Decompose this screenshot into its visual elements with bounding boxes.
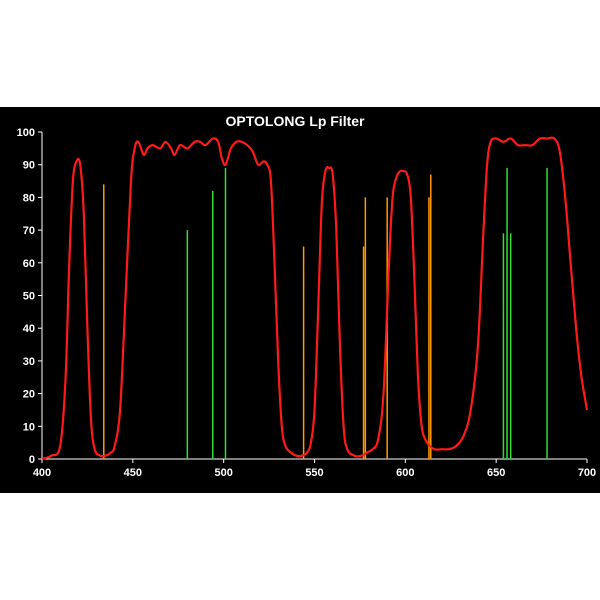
y-tick-label: 20 bbox=[23, 389, 35, 401]
y-tick-label: 80 bbox=[23, 192, 35, 204]
transmission-curve bbox=[41, 136, 589, 461]
x-tick-label: 600 bbox=[396, 467, 414, 479]
y-tick-label: 0 bbox=[29, 454, 35, 466]
x-axis-ticks: 400 450 500 550 600 650 700 bbox=[33, 459, 596, 479]
chart-title: OPTOLONG Lp Filter bbox=[226, 113, 366, 129]
y-tick-label: 30 bbox=[23, 356, 35, 368]
chart-panel: OPTOLONG Lp Filter 400 450 500 550 600 650 700… bbox=[0, 107, 600, 493]
y-tick-label: 90 bbox=[23, 160, 35, 172]
transmission-curve-group bbox=[41, 136, 589, 461]
x-tick-label: 550 bbox=[305, 467, 323, 479]
x-tick-label: 400 bbox=[33, 467, 51, 479]
emission-lines bbox=[103, 167, 548, 459]
chart-svg: OPTOLONG Lp Filter 400 450 500 550 600 650 700… bbox=[17, 113, 597, 479]
x-tick-label: 700 bbox=[578, 467, 596, 479]
x-tick-label: 650 bbox=[487, 467, 505, 479]
y-tick-label: 40 bbox=[23, 323, 35, 335]
y-tick-label: 50 bbox=[23, 291, 35, 303]
y-tick-label: 60 bbox=[23, 258, 35, 270]
x-tick-label: 500 bbox=[214, 467, 232, 479]
y-tick-label: 70 bbox=[23, 225, 35, 237]
y-tick-label: 10 bbox=[23, 421, 35, 433]
y-axis-ticks: 0 10 20 30 40 50 60 70 80 90 100 bbox=[17, 127, 42, 466]
x-tick-label: 450 bbox=[124, 467, 142, 479]
y-tick-label: 100 bbox=[17, 127, 35, 139]
